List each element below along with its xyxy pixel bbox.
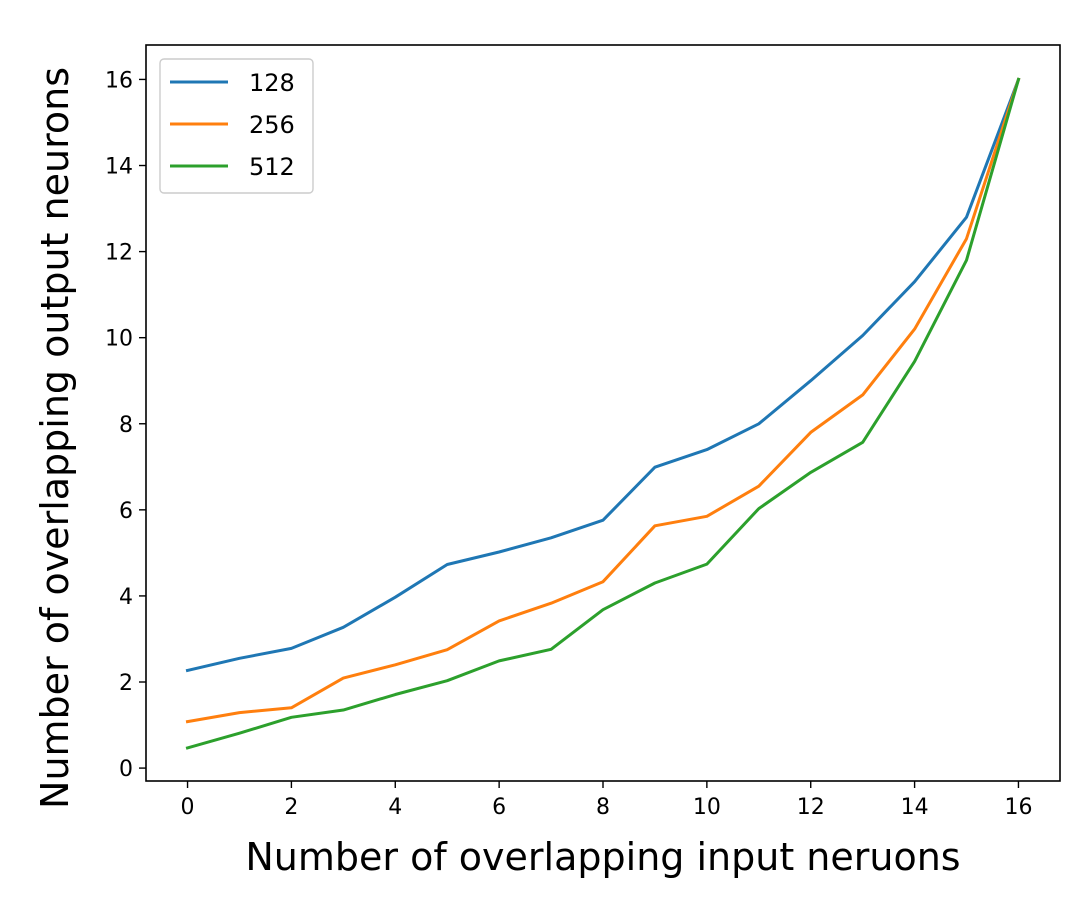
y-tick-label: 0 (119, 757, 133, 782)
series-line-128 (185, 77, 1021, 673)
legend-label-512: 512 (249, 153, 295, 181)
x-tick-label: 16 (1004, 795, 1032, 820)
x-axis-ticks: 0 2 4 6 8 10 12 14 16 (181, 781, 1032, 820)
y-axis-label: Number of overlapping output neurons (33, 67, 77, 809)
y-tick-label: 14 (105, 155, 133, 180)
y-tick-label: 6 (119, 499, 133, 524)
y-axis-ticks: 0 2 4 6 8 10 12 14 16 (105, 68, 146, 782)
y-tick-label: 4 (119, 585, 133, 610)
series-layer (185, 77, 1021, 750)
legend-box (159, 58, 314, 194)
y-tick-label: 8 (119, 413, 133, 438)
x-tick-label: 12 (797, 795, 825, 820)
x-axis-label: Number of overlapping input neruons (245, 835, 960, 879)
series-line-256 (185, 77, 1021, 724)
series-line-512 (185, 77, 1021, 750)
legend-label-256: 256 (249, 111, 295, 139)
x-tick-label: 14 (901, 795, 929, 820)
y-tick-label: 10 (105, 327, 133, 352)
x-tick-label: 2 (284, 795, 298, 820)
x-tick-label: 4 (388, 795, 402, 820)
legend-label-128: 128 (249, 69, 295, 97)
y-tick-label: 2 (119, 671, 133, 696)
x-tick-label: 10 (693, 795, 721, 820)
x-tick-label: 6 (492, 795, 506, 820)
y-tick-label: 12 (105, 241, 133, 266)
y-tick-label: 16 (105, 68, 133, 93)
legend: 128 256 512 (159, 58, 314, 194)
x-tick-label: 8 (596, 795, 610, 820)
x-tick-label: 0 (181, 795, 195, 820)
